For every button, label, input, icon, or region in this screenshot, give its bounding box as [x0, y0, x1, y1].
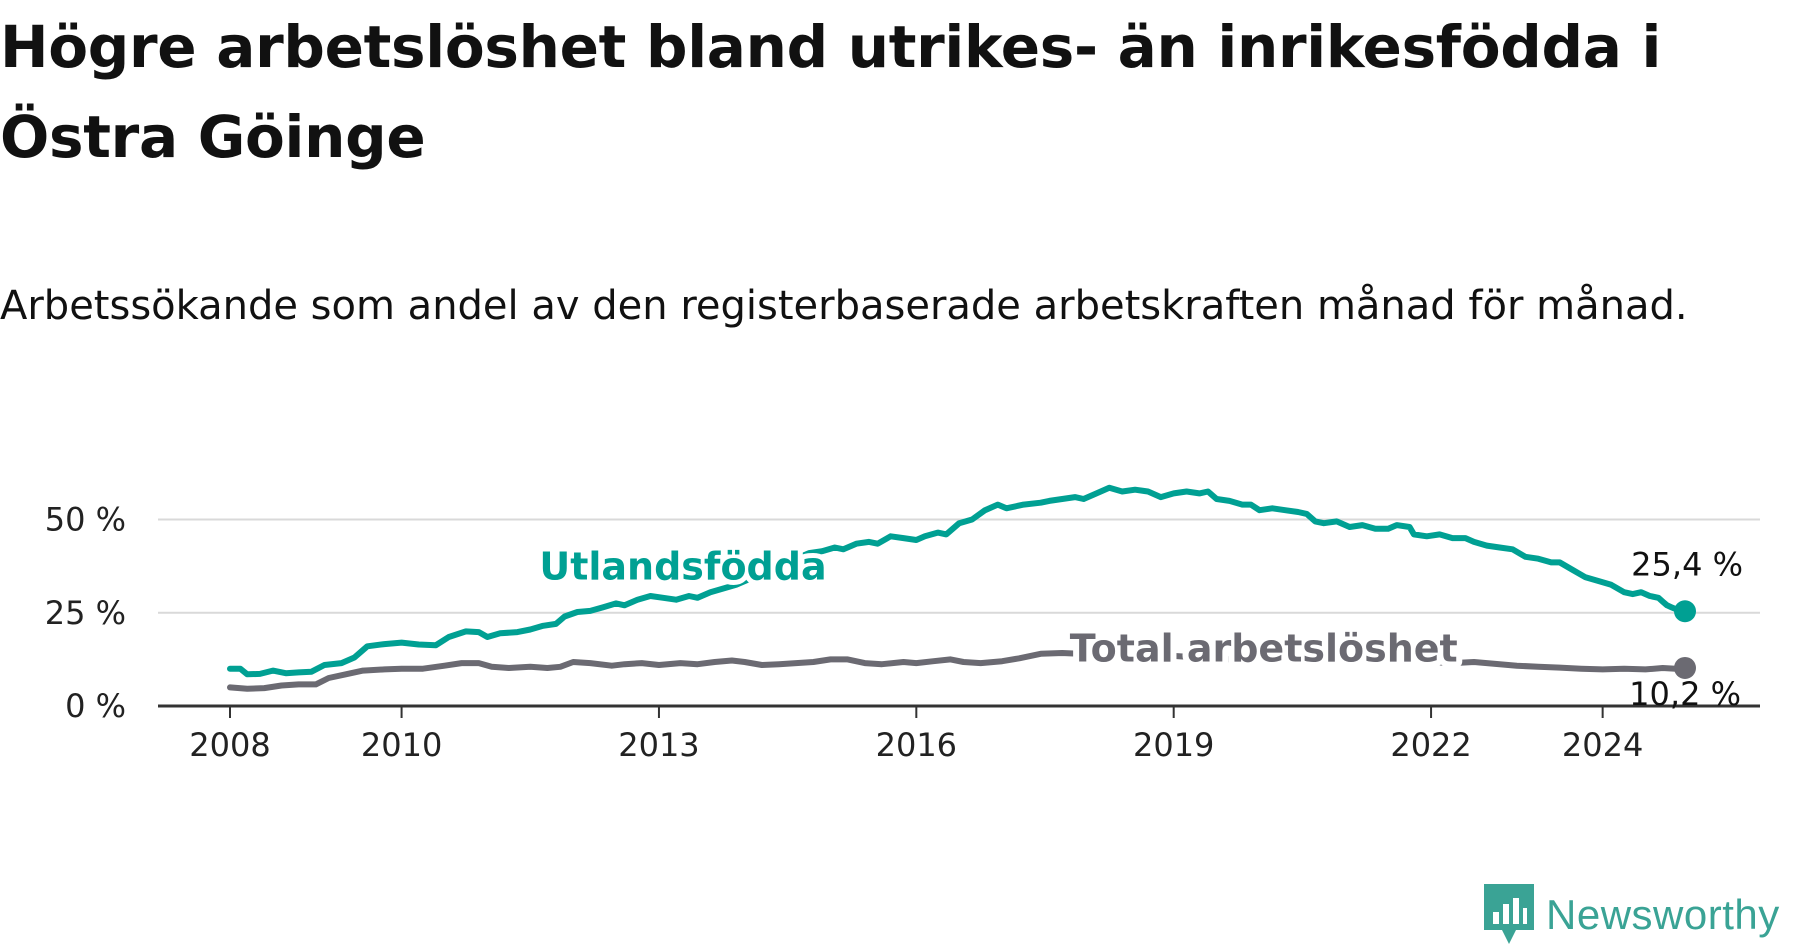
y-tick-label: 50 %	[45, 501, 126, 539]
x-tick-label: 2019	[1133, 726, 1214, 764]
chart-title: Högre arbetslöshet bland utrikes- än inr…	[0, 13, 1662, 171]
newsworthy-logo-icon	[1484, 884, 1534, 944]
series-label-total: Total arbetslöshet	[1070, 627, 1458, 671]
brand-name: Newsworthy	[1546, 891, 1780, 938]
x-axis	[158, 704, 1760, 718]
x-tick-label: 2016	[876, 726, 957, 764]
end-point-total	[1674, 656, 1696, 679]
series-label-utlandsfodda: Utlandsfödda	[539, 545, 826, 589]
x-tick-label: 2008	[189, 726, 270, 764]
x-tick-label: 2010	[361, 726, 442, 764]
gridlines	[158, 518, 1760, 614]
series-layer	[227, 484, 1696, 692]
y-tick-label: 25 %	[45, 594, 126, 632]
y-axis-labels: 0 % 25 % 50 %	[45, 501, 126, 726]
x-axis-labels: 2008 2010 2013 2016 2019 2022 2024	[189, 726, 1643, 764]
end-value-label-utlandsfodda: 25,4 %	[1631, 545, 1743, 583]
x-tick-label: 2022	[1390, 726, 1471, 764]
series-line-utlandsfodda	[227, 484, 1688, 678]
chart-subtitle: Arbetssökande som andel av den registerb…	[0, 283, 1688, 329]
y-tick-label: 0 %	[65, 687, 126, 725]
end-value-label-total: 10,2 %	[1629, 675, 1741, 713]
series-annotations: Utlandsfödda Total arbetslöshet 25,4 % 1…	[534, 540, 1743, 713]
series-line-total	[227, 650, 1688, 692]
x-tick-label: 2013	[618, 726, 699, 764]
x-tick-label: 2024	[1562, 726, 1643, 764]
end-point-utlandsfodda	[1674, 600, 1696, 623]
newsworthy-logo: Newsworthy	[1484, 880, 1780, 950]
